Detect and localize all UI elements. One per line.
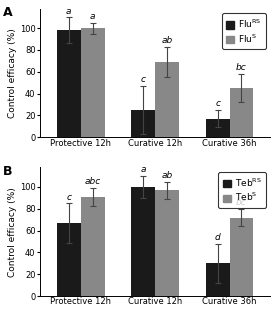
- Bar: [57, 223, 81, 296]
- Bar: [81, 28, 105, 137]
- Legend: $\mathregular{Flu^{RS}}$, $\mathregular{Flu^{S}}$: $\mathregular{Flu^{RS}}$, $\mathregular{…: [222, 13, 266, 49]
- Bar: [131, 187, 155, 296]
- Legend: $\mathregular{Teb^{RS}}$, $\mathregular{Teb^{S}}$: $\mathregular{Teb^{RS}}$, $\mathregular{…: [218, 172, 266, 208]
- Bar: [81, 197, 105, 296]
- Bar: [155, 190, 179, 296]
- Y-axis label: Control efficacy (%): Control efficacy (%): [8, 187, 17, 276]
- Text: c: c: [215, 99, 220, 108]
- Bar: [131, 110, 155, 137]
- Text: ab: ab: [161, 36, 173, 45]
- Bar: [230, 88, 253, 137]
- Text: d: d: [215, 233, 221, 242]
- Text: c: c: [66, 193, 71, 202]
- Bar: [206, 263, 230, 296]
- Text: bc: bc: [236, 198, 247, 207]
- Bar: [230, 217, 253, 296]
- Bar: [57, 30, 81, 137]
- Text: bc: bc: [236, 63, 247, 72]
- Text: B: B: [3, 165, 12, 178]
- Y-axis label: Control efficacy (%): Control efficacy (%): [8, 28, 17, 118]
- Text: c: c: [141, 76, 146, 84]
- Text: A: A: [3, 6, 12, 19]
- Bar: [155, 62, 179, 137]
- Bar: [206, 119, 230, 137]
- Text: ab: ab: [161, 171, 173, 180]
- Text: a: a: [90, 12, 95, 21]
- Text: abc: abc: [84, 178, 101, 186]
- Text: a: a: [66, 7, 71, 16]
- Text: a: a: [140, 165, 146, 174]
